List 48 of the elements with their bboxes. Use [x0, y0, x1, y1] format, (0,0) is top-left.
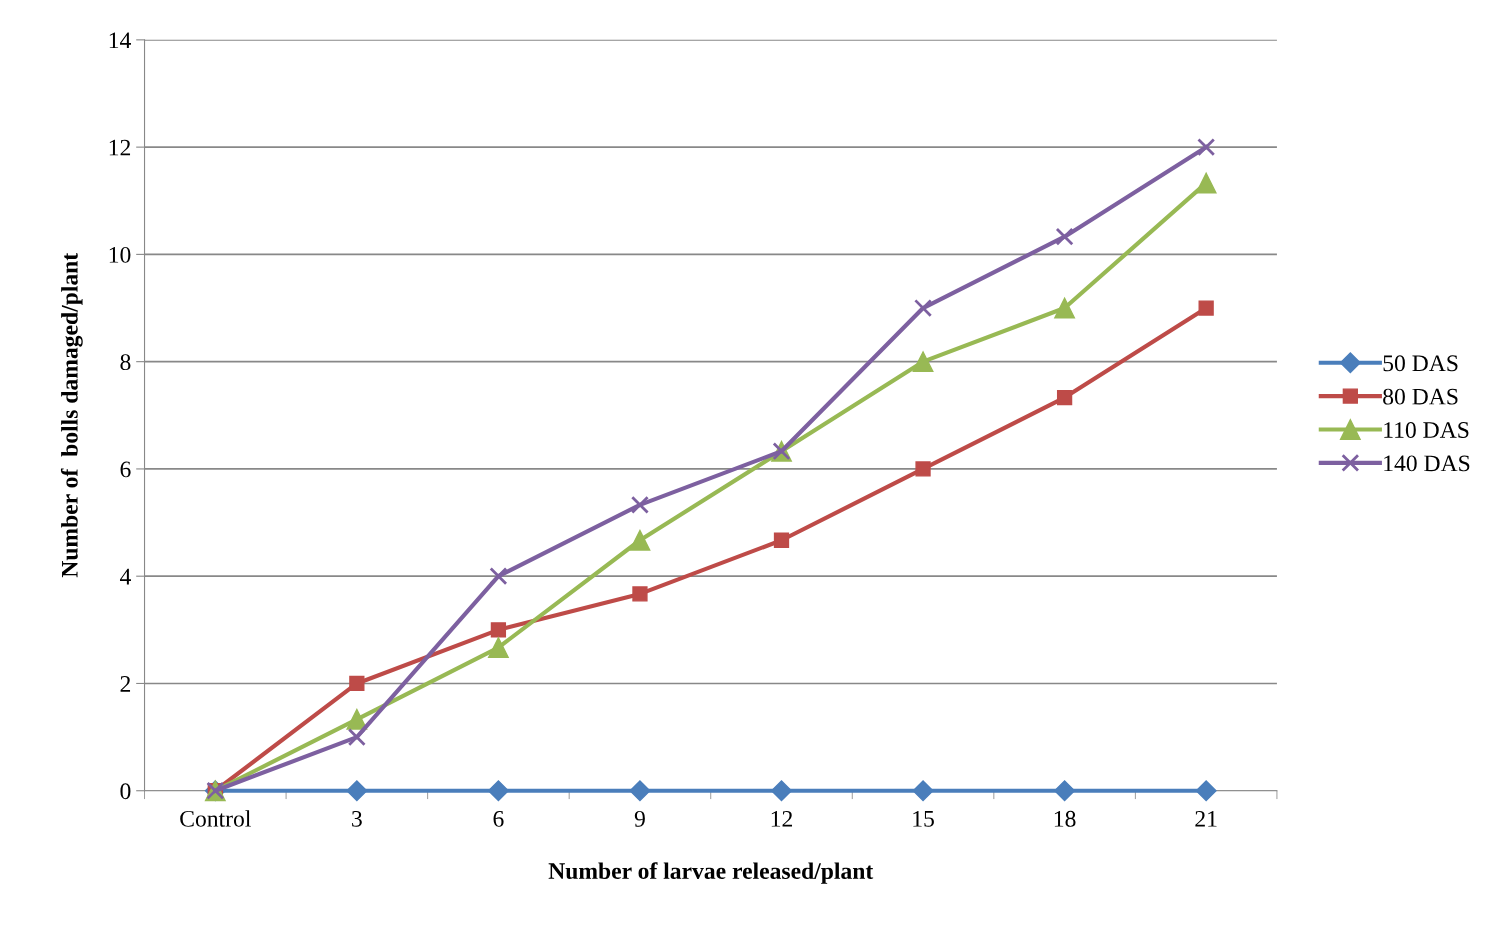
x-tick-label: 12 [771, 810, 793, 827]
point [347, 728, 366, 747]
point [770, 780, 793, 802]
x-tick-label: 9 [634, 810, 645, 827]
point [1198, 300, 1214, 316]
point [912, 351, 934, 373]
point [915, 461, 931, 477]
point [487, 637, 509, 658]
point [346, 708, 368, 730]
point [1054, 780, 1076, 802]
point [1056, 389, 1073, 406]
point [630, 495, 649, 514]
point [490, 622, 507, 638]
legend-label: 80 DAS [1383, 388, 1458, 405]
x-tick-label: 3 [352, 810, 362, 827]
x-tick-label: 18 [1054, 810, 1076, 827]
point [487, 780, 509, 802]
y-tick-label: 4 [119, 568, 131, 585]
y-tick-label: 14 [109, 32, 131, 49]
x-tick-label: 21 [1195, 810, 1217, 827]
x-tick-label: 6 [493, 810, 504, 827]
legend-label: 50 DAS [1383, 355, 1458, 372]
point [629, 529, 651, 551]
point [912, 780, 934, 802]
legend-label: 110 DAS [1384, 422, 1469, 438]
point [489, 567, 508, 586]
legend-label: 140 DAS [1384, 455, 1470, 472]
point [773, 532, 790, 548]
point [914, 299, 933, 318]
y-tick-label: 0 [120, 783, 131, 800]
y-tick-label: 10 [109, 246, 131, 263]
point [346, 780, 368, 802]
x-tick-label: 15 [913, 810, 934, 827]
y-tick-label: 2 [120, 676, 131, 692]
point [1055, 227, 1074, 246]
y-tick-label: 6 [120, 461, 131, 478]
point [349, 675, 365, 692]
point [632, 586, 648, 602]
point [629, 780, 651, 802]
point [1195, 172, 1217, 194]
point [1054, 297, 1076, 319]
y-tick-label: 12 [109, 139, 131, 156]
point [1197, 138, 1216, 157]
y-axis-title: Number of bolls damaged/plant [60, 252, 83, 578]
x-tick-label: Control [180, 810, 251, 827]
y-tick-label: 8 [120, 354, 131, 371]
x-axis-title: Number of larvae released/plant [548, 862, 874, 884]
point [1195, 780, 1217, 802]
